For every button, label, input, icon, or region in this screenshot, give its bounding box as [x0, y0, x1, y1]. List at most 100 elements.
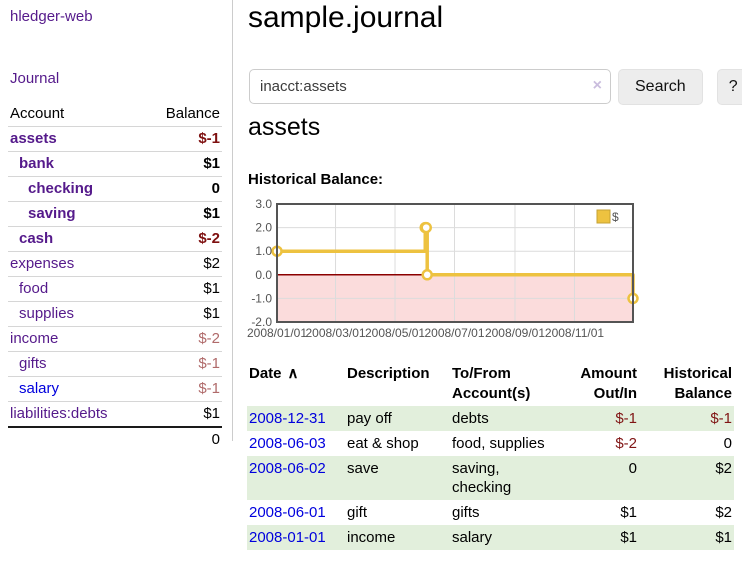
txn-amount: $1	[620, 504, 637, 521]
txn-accounts: debts	[452, 410, 489, 427]
txn-date: 2008-01-01	[247, 525, 345, 550]
account-link-liabilities-debts[interactable]: liabilities:debts	[10, 405, 108, 422]
account-heading: assets	[248, 113, 321, 141]
accounts-total-row: 0	[8, 427, 222, 452]
account-link-expenses[interactable]: expenses	[10, 255, 75, 272]
col-historical-balance: Historical Balance	[663, 365, 732, 402]
account-balance: $-2	[198, 330, 220, 347]
account-balance: $-1	[198, 355, 220, 372]
search-form: × Search ?	[249, 69, 742, 105]
search-box: ×	[249, 69, 611, 104]
help-button[interactable]: ?	[716, 69, 742, 105]
account-balance: $2	[203, 255, 220, 272]
legend-label: $	[612, 210, 619, 224]
txn-description: income	[347, 529, 396, 546]
account-balance: $1	[203, 405, 220, 422]
transaction-row: 2008-06-03 eat & shop food, supplies $-2 0	[247, 431, 734, 456]
account-balance: $-1	[198, 380, 220, 397]
sort-asc-icon: ∧	[287, 365, 299, 382]
txn-accounts: saving, checking	[452, 460, 512, 496]
account-row: assets $-1	[8, 126, 222, 152]
account-row: expenses $2	[8, 251, 222, 277]
svg-text:2008/09/01: 2008/09/01	[485, 326, 545, 340]
clear-search-icon[interactable]: ×	[592, 77, 602, 94]
account-balance: $1	[203, 305, 220, 322]
txn-description: save	[347, 460, 379, 477]
transaction-date-link[interactable]: 2008-12-31	[249, 410, 326, 427]
transaction-row: 2008-01-01 income salary $1 $1	[247, 525, 734, 550]
account-balance: $1	[203, 205, 220, 222]
account-balance: $1	[203, 155, 220, 172]
col-date[interactable]: Date ∧	[249, 365, 299, 382]
txn-accounts: salary	[452, 529, 493, 546]
accounts-header-row: Account Balance	[8, 102, 222, 127]
accounts-col-account: Account	[10, 105, 65, 122]
account-balance: 0	[211, 180, 220, 197]
legend-swatch	[596, 209, 611, 224]
chart-title: Historical Balance:	[248, 171, 384, 188]
sidebar-item-journal[interactable]: Journal	[10, 70, 60, 87]
transaction-date-link[interactable]: 2008-01-01	[249, 529, 326, 546]
account-balance: $-1	[198, 130, 220, 147]
chart-canvas: $3.0 2.0 1.0 0.0 -1.0 -2.02008/01/012008/03/0…	[247, 197, 639, 340]
txn-accounts: food, supplies	[452, 435, 545, 452]
account-row: liabilities:debts $1	[8, 401, 222, 428]
txn-balance: 0	[723, 435, 732, 452]
account-link-assets[interactable]: assets	[10, 130, 57, 147]
transaction-row: 2008-12-31 pay off debts $-1 $-1	[247, 406, 734, 431]
account-balance: $1	[203, 280, 220, 297]
account-link-supplies[interactable]: supplies	[19, 305, 75, 322]
svg-text:3.0: 3.0	[255, 197, 272, 211]
account-link-saving[interactable]: saving	[28, 205, 76, 222]
account-row: salary $-1	[8, 376, 222, 402]
search-button[interactable]: Search	[618, 69, 703, 105]
txn-date: 2008-06-02	[247, 456, 345, 500]
svg-text:2008/11/01: 2008/11/01	[545, 326, 604, 340]
account-row: checking 0	[8, 176, 222, 202]
svg-text:1.0: 1.0	[255, 244, 272, 258]
svg-text:2008/05/01: 2008/05/01	[365, 326, 425, 340]
svg-text:2.0: 2.0	[255, 221, 272, 235]
txn-balance: $1	[715, 529, 732, 546]
transaction-row: 2008-06-01 gift gifts $1 $2	[247, 500, 734, 525]
account-link-cash[interactable]: cash	[19, 230, 54, 247]
txn-date: 2008-06-01	[247, 500, 345, 525]
txn-balance: $2	[715, 504, 732, 521]
historical-balance-chart: $3.0 2.0 1.0 0.0 -1.0 -2.0 2008/01/01 2008/03/0…	[247, 197, 668, 343]
txn-balance: $-1	[710, 410, 732, 427]
account-row: bank $1	[8, 151, 222, 177]
transactions-table: Date ∧ Description To/From Account(s) Amo…	[247, 362, 734, 550]
transaction-date-link[interactable]: 2008-06-02	[249, 460, 326, 477]
txn-amount: $-2	[615, 435, 637, 452]
account-row: saving $1	[8, 201, 222, 227]
account-link-income[interactable]: income	[10, 330, 59, 347]
accounts-col-balance: Balance	[165, 105, 220, 122]
account-link-salary[interactable]: salary	[19, 380, 60, 397]
col-amount: Amount Out/In	[580, 365, 637, 402]
transaction-row: 2008-06-02 save saving, checking 0 $2	[247, 456, 734, 500]
sidebar: hledger-web Journal Account Balance asse…	[0, 0, 233, 448]
main-content: sample.journal × Search ? assets Histori…	[247, 0, 742, 582]
svg-text:2008/07/01: 2008/07/01	[424, 326, 484, 340]
accounts-total-value: 0	[211, 431, 220, 448]
svg-text:-2.0: -2.0	[251, 315, 272, 329]
transaction-date-link[interactable]: 2008-06-01	[249, 504, 326, 521]
transaction-date-link[interactable]: 2008-06-03	[249, 435, 326, 452]
txn-accounts: gifts	[452, 504, 480, 521]
account-link-gifts[interactable]: gifts	[19, 355, 47, 372]
account-row: cash $-2	[8, 226, 222, 252]
col-accounts: To/From Account(s)	[452, 365, 531, 402]
app-title-link[interactable]: hledger-web	[10, 8, 93, 25]
account-row: food $1	[8, 276, 222, 302]
txn-balance: $2	[715, 460, 732, 477]
txn-amount: $-1	[615, 410, 637, 427]
account-balance: $-2	[198, 230, 220, 247]
account-link-bank[interactable]: bank	[19, 155, 55, 172]
txn-amount: $1	[620, 529, 637, 546]
account-link-food[interactable]: food	[19, 280, 49, 297]
search-input[interactable]	[249, 69, 611, 104]
account-row: supplies $1	[8, 301, 222, 327]
svg-text:2008/01/01: 2008/01/01	[247, 326, 307, 340]
account-link-checking[interactable]: checking	[28, 180, 94, 197]
